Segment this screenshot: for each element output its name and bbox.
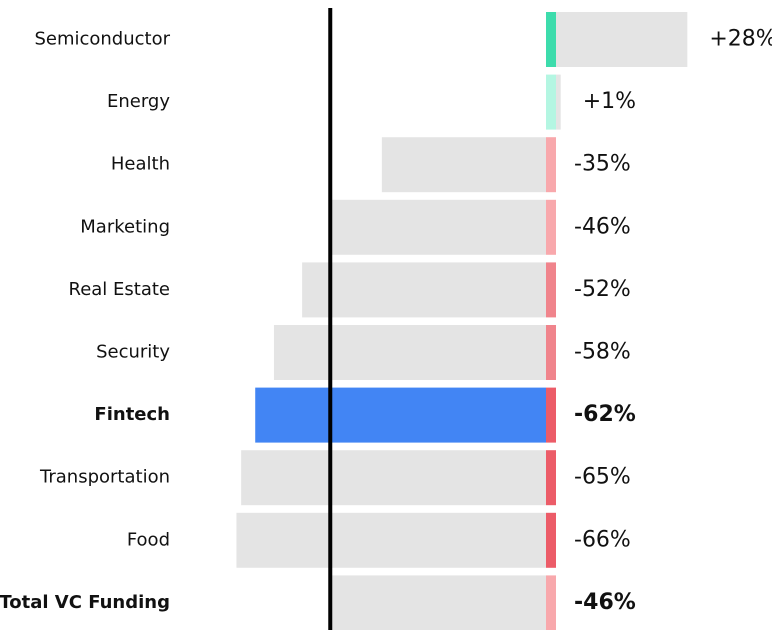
category-label: Semiconductor — [34, 29, 170, 50]
change-strip — [546, 137, 556, 193]
change-strip — [546, 387, 556, 443]
value-label: -65% — [574, 465, 631, 490]
bar — [273, 325, 546, 380]
bar — [302, 262, 546, 318]
value-label: +28% — [709, 27, 772, 52]
change-strip — [546, 575, 556, 630]
value-label: -58% — [574, 340, 631, 365]
change-strip — [546, 74, 556, 130]
category-label: Fintech — [94, 404, 170, 425]
value-label: +1% — [583, 89, 636, 114]
bar — [330, 575, 546, 630]
category-label: Real Estate — [69, 279, 171, 300]
value-label: -62% — [574, 402, 636, 427]
bar — [556, 74, 561, 130]
bar — [381, 137, 546, 193]
value-label: -46% — [574, 214, 631, 239]
category-label: Energy — [107, 91, 170, 112]
value-label: -52% — [574, 277, 631, 302]
bar — [241, 450, 546, 506]
change-strip — [546, 262, 556, 318]
category-label: Marketing — [80, 216, 170, 237]
bar — [255, 387, 546, 443]
category-label: Total VC Funding — [0, 592, 170, 613]
change-strip — [546, 199, 556, 255]
category-label: Transportation — [39, 467, 170, 488]
change-strip — [546, 12, 556, 67]
bar — [556, 12, 688, 67]
change-strip — [546, 325, 556, 380]
value-label: -46% — [574, 590, 636, 615]
bar — [330, 199, 546, 255]
category-label: Security — [96, 342, 170, 363]
category-label: Food — [127, 529, 170, 550]
category-label: Health — [111, 154, 170, 175]
bar — [236, 512, 546, 568]
value-label: -35% — [574, 152, 631, 177]
change-strip — [546, 512, 556, 568]
change-strip — [546, 450, 556, 506]
value-label: -66% — [574, 527, 631, 552]
